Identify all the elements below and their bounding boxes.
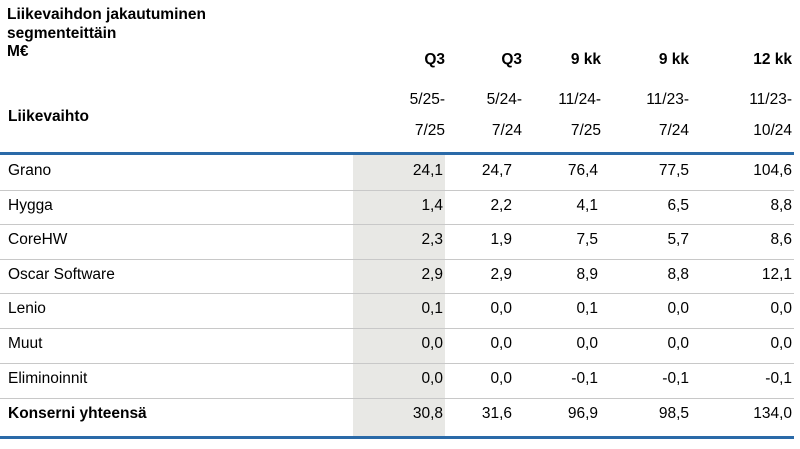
value-cell: 5,7 — [667, 231, 689, 248]
value-cell: 30,8 — [412, 405, 443, 422]
value-cell: 2,9 — [490, 266, 512, 283]
col-header-1: Q3 — [424, 51, 445, 68]
segment-name: CoreHW — [8, 231, 68, 248]
table-row: Muut 0,0 0,0 0,0 0,0 0,0 — [0, 329, 794, 364]
value-cell: 2,3 — [421, 231, 443, 248]
value-cell: 8,8 — [770, 197, 792, 214]
table-row: Grano 24,1 24,7 76,4 77,5 104,6 — [0, 156, 794, 191]
current-quarter-highlight — [353, 155, 445, 439]
table-row: CoreHW 2,3 1,9 7,5 5,7 8,6 — [0, 225, 794, 260]
value-cell: 12,1 — [761, 266, 792, 283]
row-divider — [0, 190, 794, 191]
col-period-1: 5/25- 7/25 — [375, 84, 445, 146]
value-cell: -0,1 — [571, 370, 598, 387]
col-header-4: 9 kk — [658, 51, 689, 68]
value-cell: 7,5 — [576, 231, 598, 248]
row-divider — [0, 293, 794, 294]
title-line-2: segmenteittäin — [7, 24, 117, 42]
value-cell: 0,1 — [576, 300, 598, 317]
col-period-1-end: 7/25 — [414, 122, 445, 139]
value-cell: 2,2 — [490, 197, 512, 214]
value-cell: 6,5 — [667, 197, 689, 214]
col-period-4-end: 7/24 — [658, 122, 689, 139]
value-cell: 2,9 — [421, 266, 443, 283]
segment-name: Oscar Software — [8, 266, 115, 283]
value-cell: 24,7 — [481, 162, 512, 179]
col-period-5-end: 10/24 — [753, 122, 792, 139]
col-period-1-start: 5/25- — [409, 91, 445, 108]
table-row: Eliminoinnit 0,0 0,0 -0,1 -0,1 -0,1 — [0, 364, 794, 399]
value-cell: -0,1 — [765, 370, 792, 387]
value-cell: 0,0 — [667, 335, 689, 352]
segment-name: Lenio — [8, 300, 46, 317]
value-cell: 31,6 — [481, 405, 512, 422]
col-period-2-end: 7/24 — [491, 122, 522, 139]
header-divider — [0, 152, 794, 155]
col-period-4-start: 11/23- — [646, 91, 689, 108]
value-cell: 96,9 — [567, 405, 598, 422]
row-divider — [0, 259, 794, 260]
col-header-3: 9 kk — [570, 51, 601, 68]
value-cell: 0,0 — [667, 300, 689, 317]
segment-name: Grano — [8, 162, 52, 179]
table-row-total: Konserni yhteensä 30,8 31,6 96,9 98,5 13… — [0, 399, 794, 434]
value-cell: 0,0 — [770, 335, 792, 352]
value-cell: 76,4 — [567, 162, 598, 179]
row-divider — [0, 363, 794, 364]
col-period-5-start: 11/23- — [749, 91, 792, 108]
segment-name: Konserni yhteensä — [8, 405, 147, 422]
col-period-3-start: 11/24- — [558, 91, 601, 108]
row-divider — [0, 224, 794, 225]
value-cell: 104,6 — [753, 162, 792, 179]
col-header-5: 12 kk — [753, 51, 792, 68]
value-cell: 4,1 — [576, 197, 598, 214]
value-cell: 8,9 — [576, 266, 598, 283]
value-cell: 134,0 — [753, 405, 792, 422]
col-period-3: 11/24- 7/25 — [531, 84, 601, 146]
value-cell: 1,9 — [490, 231, 512, 248]
value-cell: -0,1 — [662, 370, 689, 387]
value-cell: 8,8 — [667, 266, 689, 283]
title-unit: M€ — [7, 43, 29, 60]
table-title: Liikevaihdon jakautuminen segmenteittäin… — [7, 6, 206, 62]
value-cell: 0,0 — [490, 335, 512, 352]
table-row: Oscar Software 2,9 2,9 8,9 8,8 12,1 — [0, 260, 794, 295]
row-divider — [0, 328, 794, 329]
col-header-2: Q3 — [501, 51, 522, 68]
col-period-3-end: 7/25 — [570, 122, 601, 139]
col-period-4: 11/23- 7/24 — [619, 84, 689, 146]
row-header-label: Liikevaihto — [8, 108, 89, 125]
table-row: Hygga 1,4 2,2 4,1 6,5 8,8 — [0, 191, 794, 226]
value-cell: 0,0 — [421, 370, 443, 387]
value-cell: 0,0 — [770, 300, 792, 317]
col-period-5: 11/23- 10/24 — [722, 84, 792, 146]
table-row: Lenio 0,1 0,0 0,1 0,0 0,0 — [0, 294, 794, 329]
value-cell: 0,0 — [490, 300, 512, 317]
value-cell: 0,0 — [576, 335, 598, 352]
footer-divider — [0, 436, 794, 439]
value-cell: 1,4 — [421, 197, 443, 214]
value-cell: 0,0 — [421, 335, 443, 352]
col-period-2: 5/24- 7/24 — [452, 84, 522, 146]
value-cell: 77,5 — [658, 162, 689, 179]
segment-name: Hygga — [8, 197, 53, 214]
col-period-2-start: 5/24- — [486, 91, 522, 108]
value-cell: 98,5 — [658, 405, 689, 422]
title-line-1: Liikevaihdon jakautuminen — [7, 6, 206, 23]
segment-name: Eliminoinnit — [8, 370, 88, 387]
value-cell: 8,6 — [770, 231, 792, 248]
value-cell: 0,0 — [490, 370, 512, 387]
value-cell: 0,1 — [421, 300, 443, 317]
segment-name: Muut — [8, 335, 43, 352]
row-divider — [0, 398, 794, 399]
value-cell: 24,1 — [412, 162, 443, 179]
